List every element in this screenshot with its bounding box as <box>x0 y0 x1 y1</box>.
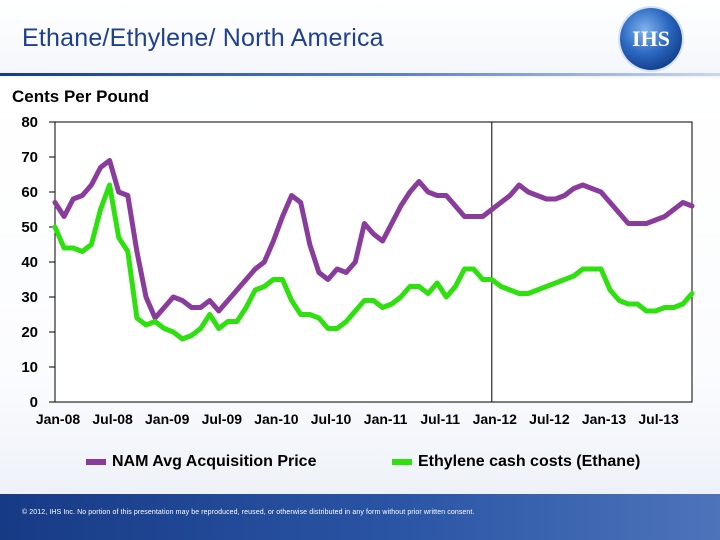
y-tick-label: 0 <box>30 394 38 411</box>
series-layer <box>52 158 695 342</box>
y-tick-label: 50 <box>21 219 38 236</box>
legend-swatch-ethylene <box>392 459 412 465</box>
y-tick-label: 80 <box>21 114 38 131</box>
plot-frame <box>54 121 693 403</box>
x-tick-label: Jan-11 <box>364 411 408 427</box>
x-tick-label: Jan-12 <box>473 411 518 427</box>
y-tick-label: 20 <box>21 324 38 341</box>
legend-item-nam: NAM Avg Acquisition Price <box>86 450 316 474</box>
x-tick-label: Jul-12 <box>529 411 570 427</box>
y-tick-label: 30 <box>21 289 38 306</box>
legend-label-ethylene: Ethylene cash costs (Ethane) <box>418 453 641 470</box>
x-tick-label: Jan-10 <box>254 411 299 427</box>
x-tick-label: Jan-13 <box>582 411 627 427</box>
y-tick-label: 10 <box>21 359 38 376</box>
legend-label-nam: NAM Avg Acquisition Price <box>112 453 317 470</box>
y-tick-label: 40 <box>21 254 38 271</box>
page-title: Ethane/Ethylene/ North America <box>22 24 384 52</box>
footer-bar <box>0 494 720 540</box>
x-tick-label: Jul-09 <box>202 411 243 427</box>
series-line-nam <box>52 158 695 321</box>
x-tick-label: Jul-11 <box>420 411 460 427</box>
series-line-ethylene <box>52 182 695 342</box>
y-tick-label: 60 <box>21 184 38 201</box>
y-axis-label: Cents Per Pound <box>12 87 149 106</box>
header-divider <box>0 73 720 76</box>
x-axis: Jan-08 Jul-08 Jan-09 Jul-09 Jan-10 Jul-10 Jan-… <box>36 411 679 427</box>
legend-swatch-nam <box>86 459 106 465</box>
ihs-logo: IHS <box>620 8 682 70</box>
x-tick-label: Jul-13 <box>638 411 679 427</box>
x-tick-label: Jan-08 <box>36 411 81 427</box>
copyright-notice: © 2012, IHS Inc. No portion of this pres… <box>22 509 475 516</box>
legend-item-ethylene: Ethylene cash costs (Ethane) <box>392 450 640 474</box>
x-tick-label: Jul-08 <box>92 411 133 427</box>
x-tick-label: Jul-10 <box>311 411 352 427</box>
y-axis: 0 10 20 30 40 50 60 70 80 <box>21 114 55 411</box>
x-tick-label: Jan-09 <box>145 411 190 427</box>
header-bar <box>0 0 720 80</box>
y-tick-label: 70 <box>21 149 38 166</box>
